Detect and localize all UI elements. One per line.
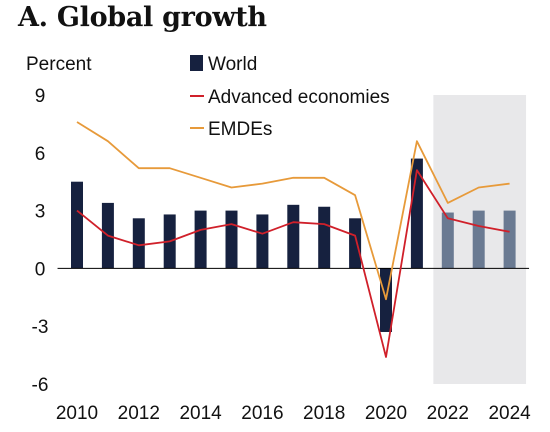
bar-world-2010 <box>71 181 83 269</box>
bar-world-2012 <box>132 218 145 269</box>
y-tick-label: 9 <box>35 86 46 107</box>
bar-world-2023 <box>472 210 485 269</box>
legend-world-swatch <box>190 55 203 71</box>
x-tick-label: 2018 <box>303 403 345 424</box>
y-tick-label: 6 <box>35 144 46 165</box>
legend-world-label: World <box>208 54 257 75</box>
chart-title: A. Global growth <box>18 2 267 33</box>
legend-advanced-label: Advanced economies <box>208 87 390 108</box>
y-tick-label: -3 <box>32 317 49 338</box>
legend: World Advanced economies EMDEs <box>190 54 390 140</box>
bar-world-2014 <box>194 210 207 269</box>
x-tick-label: 2012 <box>118 403 160 424</box>
x-tick-label: 2024 <box>488 403 531 424</box>
x-tick-label: 2010 <box>56 403 98 424</box>
bar-world-2018 <box>318 206 331 269</box>
line-advanced-economies <box>76 169 510 358</box>
y-axis-ticks: -6 -3 0 3 6 9 <box>32 86 49 396</box>
y-tick-label: -6 <box>32 375 49 396</box>
x-tick-label: 2022 <box>427 403 469 424</box>
x-tick-label: 2020 <box>365 403 407 424</box>
y-tick-label: 0 <box>35 259 46 280</box>
x-axis-ticks: 2010 2012 2014 2016 2018 2020 2022 2024 <box>56 403 531 424</box>
bar-world-2016 <box>256 214 269 269</box>
bar-world-2019 <box>349 218 362 269</box>
bar-world-2017 <box>287 204 300 269</box>
series-lines <box>76 121 510 358</box>
line-emdes <box>76 121 510 301</box>
x-tick-label: 2014 <box>179 403 222 424</box>
bar-world-2015 <box>225 210 238 269</box>
bar-world-2024 <box>503 210 516 269</box>
bar-world-2022 <box>441 212 454 269</box>
y-axis-label: Percent <box>26 54 92 75</box>
legend-emdes-label: EMDEs <box>208 119 272 140</box>
x-tick-label: 2016 <box>241 403 283 424</box>
y-tick-label: 3 <box>35 202 46 223</box>
